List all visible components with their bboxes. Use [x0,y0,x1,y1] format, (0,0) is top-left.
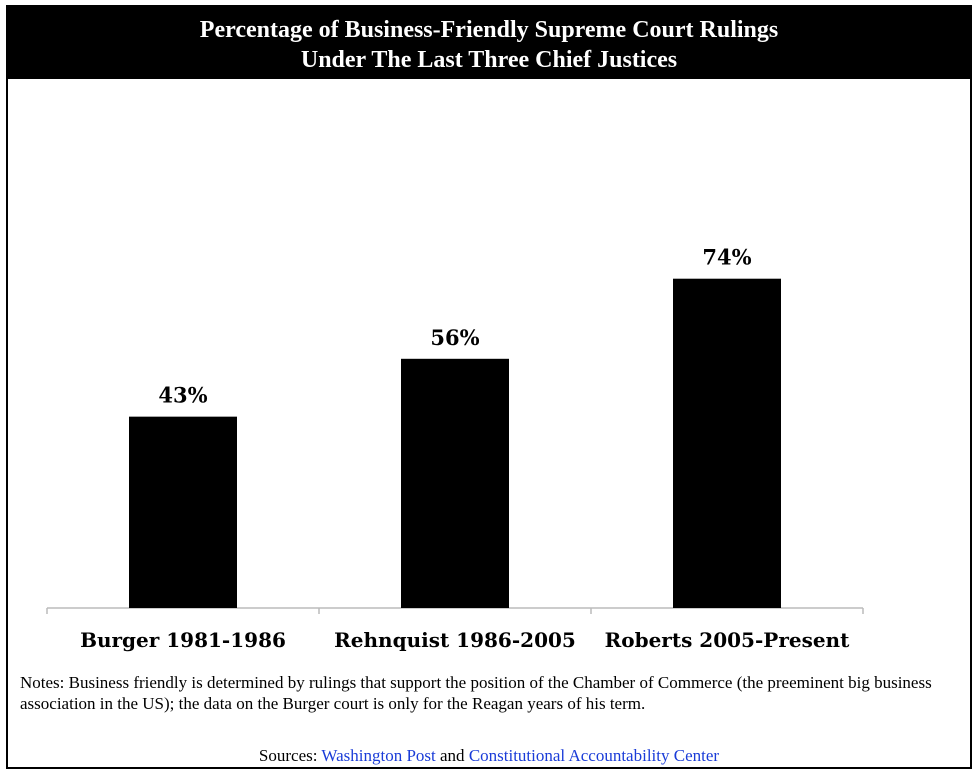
data-label: 74% [702,245,751,270]
x-tick-label: Roberts 2005-Present [605,628,850,652]
chart-frame: Percentage of Business-Friendly Supreme … [6,5,972,769]
constitutional-accountability-center-link[interactable]: Constitutional Accountability Center [468,746,720,765]
bar [129,416,237,608]
chart-subtitle: Under The Last Three Chief Justices [300,47,678,73]
bar-chart: 43% Burger 1981-1986 56% Rehnquist 1986-200… [46,245,864,652]
sources-line: Sources: Washington Post and Constitutio… [8,745,970,766]
notes-text: Notes: Business friendly is determined b… [20,673,932,713]
sources-joiner: and [435,746,469,765]
chart-title: Percentage of Business-Friendly Supreme … [199,17,779,43]
bar [401,358,509,608]
data-label: 56% [430,325,479,350]
data-label: 43% [158,383,207,408]
bar [673,278,781,608]
washington-post-link[interactable]: Washington Post [321,746,436,765]
title-bar: Percentage of Business-Friendly Supreme … [8,7,970,79]
sources-prefix: Sources: [258,746,322,765]
x-tick-label: Burger 1981-1986 [80,628,286,652]
x-tick-label: Rehnquist 1986-2005 [334,628,576,652]
